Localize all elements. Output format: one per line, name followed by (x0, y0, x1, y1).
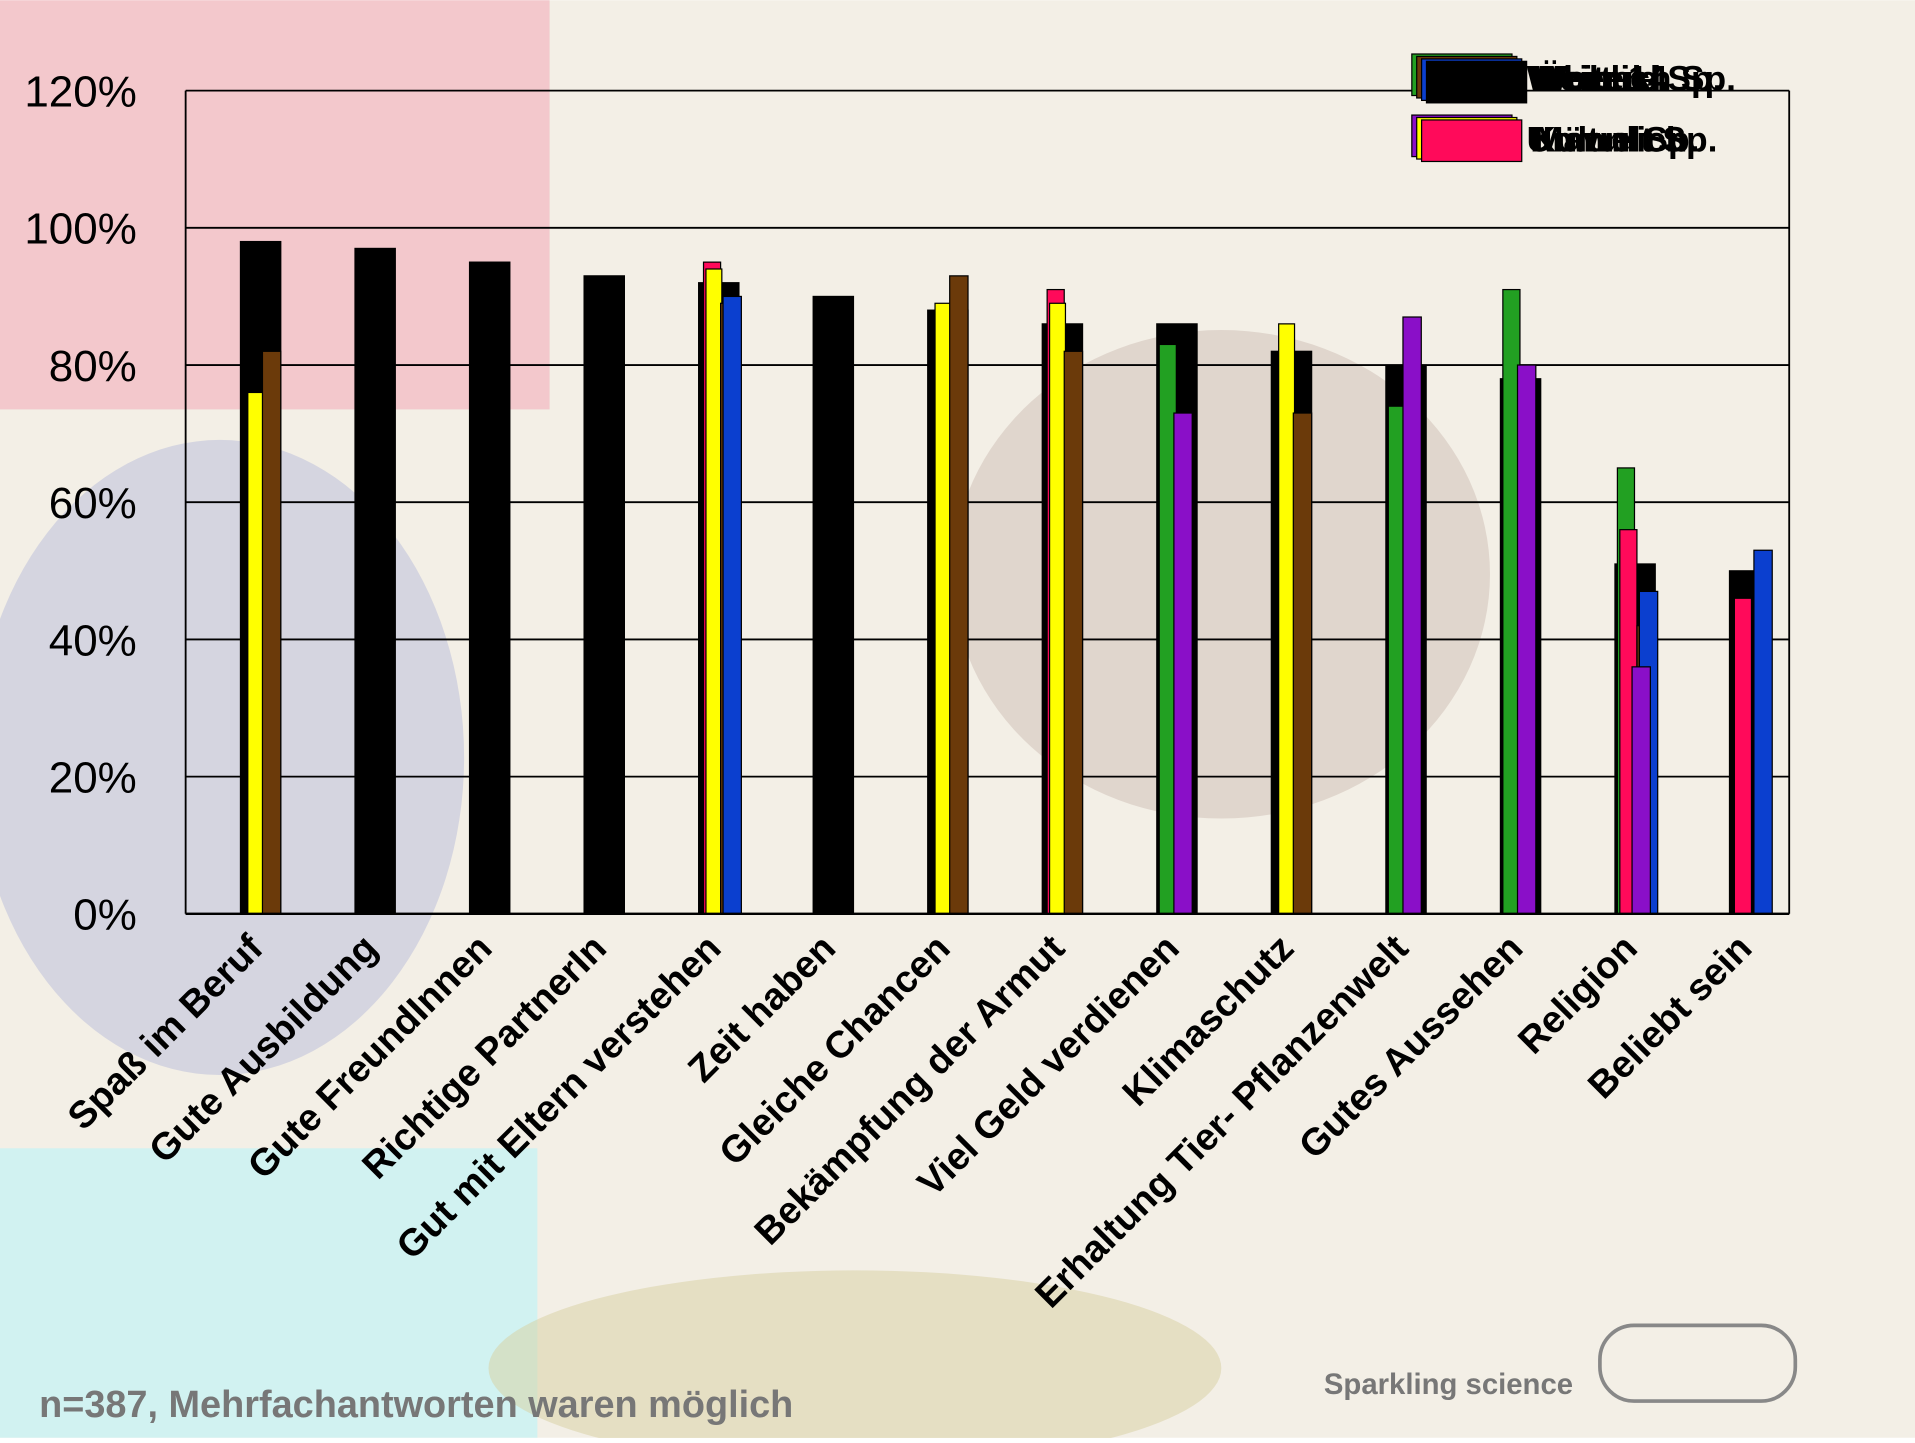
y-tick-label: 100% (24, 205, 136, 254)
legend-label: Weiblich (1527, 59, 1672, 99)
legend-label: Weitere Sp. (1530, 59, 1722, 99)
bar (1402, 316, 1422, 915)
bar (1516, 364, 1537, 915)
footnote: n=387, Mehrfachantworten waren möglich (39, 1384, 793, 1426)
legend-label: Kultur Sp. (1530, 120, 1699, 160)
photo-tint (0, 1148, 538, 1438)
bar (261, 350, 282, 915)
y-tick-label: 20% (49, 753, 137, 802)
bar (1278, 323, 1296, 915)
bar (722, 295, 742, 915)
y-tick-label: 40% (49, 616, 137, 665)
y-tick-label: 0% (73, 891, 137, 940)
logo (1598, 1323, 1798, 1403)
photo-tint (952, 330, 1490, 819)
legend-swatch (1425, 60, 1528, 104)
legend-swatch (1420, 119, 1523, 163)
legend-label: Männlich (1534, 120, 1687, 160)
photo-tint (0, 440, 465, 1075)
legend-label: Wertekl. Sp. (1534, 59, 1736, 99)
bar (1753, 549, 1773, 915)
bar (705, 268, 723, 915)
photo-tint (488, 1270, 1222, 1443)
bar (1292, 412, 1313, 915)
bar (1173, 412, 1193, 915)
bar (1063, 350, 1084, 915)
y-tick-label: 60% (49, 479, 137, 528)
bar (247, 391, 265, 915)
y-tick-label: 120% (24, 68, 136, 117)
legend-label: Umwelt Sp. (1527, 120, 1718, 160)
bar (1631, 666, 1651, 915)
bar (1048, 302, 1067, 915)
bar (354, 247, 396, 915)
bar (1733, 597, 1753, 915)
bar (468, 261, 511, 915)
bar (812, 295, 855, 915)
bar (583, 275, 626, 915)
bar (949, 275, 969, 915)
y-tick-label: 80% (49, 342, 137, 391)
brand: Sparkling science (1324, 1368, 1573, 1401)
bar (934, 302, 952, 915)
legend-label: Über 14 (1538, 59, 1668, 99)
